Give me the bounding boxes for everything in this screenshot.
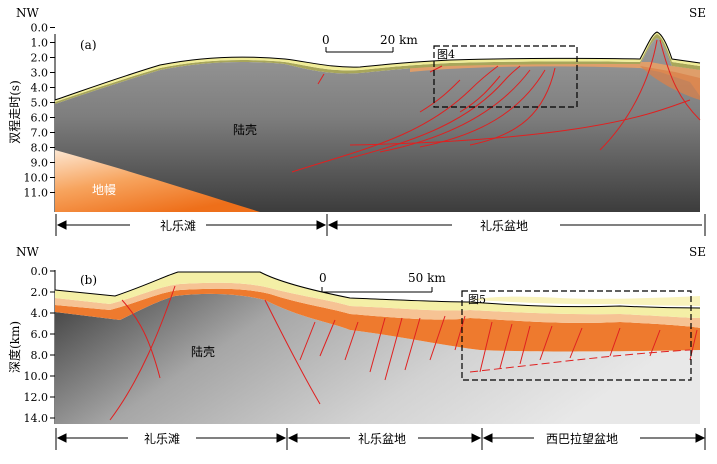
panel-b-right-direction: SE — [689, 245, 706, 259]
panel-b-inset-label: 图5 — [468, 293, 486, 306]
panel-a-y-tick-label: 9.0 — [31, 157, 49, 170]
panel-b-scale-min: 0 — [319, 271, 327, 285]
panel-b-section-lile-basin: 礼乐盆地 — [358, 431, 406, 446]
panel-b-sediment-orange — [55, 288, 700, 352]
panel-a: NW SE 0.0 1.0 2.0 3.0 4.0 5.0 6.0 7.0 8.0 9.0 10.0… — [7, 6, 706, 236]
panel-a-scale-bar: 0 20 km — [322, 33, 418, 53]
panel-b-faults — [109, 285, 698, 421]
panel-b-y-tick-label: 14.0 — [24, 412, 49, 425]
panel-b-y-tick-label: 0.0 — [31, 265, 49, 278]
panel-b-section-lile-bank: 礼乐滩 — [144, 431, 180, 446]
panel-b-scale-bar: 0 50 km — [319, 271, 446, 293]
panel-b-crust-label: 陆壳 — [191, 344, 215, 359]
panel-b-sediment-yellow — [55, 272, 700, 318]
panel-b: NW SE 0.0 2.0 4.0 6.0 8.0 10.0 12.0 14.0 深度(km) — [7, 245, 706, 450]
panel-b-inset-box — [461, 290, 692, 381]
panel-a-scale-min: 0 — [322, 33, 330, 47]
panel-a-y-tick-label: 1.0 — [31, 37, 49, 50]
panel-a-seafloor — [54, 31, 701, 101]
panel-a-left-direction: NW — [16, 6, 40, 20]
panel-a-y-tick-label: 10.0 — [24, 172, 49, 185]
panel-b-y-tick-label: 4.0 — [31, 307, 49, 320]
panel-b-tag: (b) — [80, 273, 97, 287]
panel-b-sediment-upper-se — [470, 296, 700, 306]
panel-a-inset-box — [433, 45, 578, 108]
panel-a-y-tick-label: 3.0 — [31, 67, 49, 80]
panel-b-y-tick-label: 2.0 — [31, 286, 49, 299]
panel-a-mantle-label: 地幔 — [92, 182, 116, 197]
panel-a-inset-label: 图4 — [437, 48, 455, 61]
panel-a-y-tick-label: 2.0 — [31, 52, 49, 65]
panel-a-y-tick-label: 6.0 — [31, 112, 49, 125]
panel-a-y-tick-label: 7.0 — [31, 127, 49, 140]
panel-a-tag: (a) — [80, 38, 97, 52]
panel-a-y-axis-label: 双程走时(s) — [7, 80, 22, 144]
panel-a-y-tick-label: 4.0 — [31, 82, 49, 95]
panel-b-y-tick-label: 8.0 — [31, 349, 49, 362]
panel-b-y-ticks: 0.0 2.0 4.0 6.0 8.0 10.0 12.0 14.0 — [24, 265, 55, 425]
panel-a-y-ticks: 0.0 1.0 2.0 3.0 4.0 5.0 6.0 7.0 8.0 9.0 10.0 11.0 — [24, 22, 55, 200]
panel-a-right-direction: SE — [689, 6, 706, 20]
panel-a-y-tick-label: 8.0 — [31, 142, 49, 155]
panel-a-sediment-olive — [55, 34, 700, 104]
panel-b-y-axis-label: 深度(km) — [7, 321, 22, 373]
panel-a-crust — [55, 38, 700, 212]
panel-a-y-tick-label: 11.0 — [24, 187, 49, 200]
panel-a-section-arrows — [55, 214, 706, 236]
panel-b-scale-max: 50 km — [408, 271, 446, 285]
panel-a-section-lile-basin: 礼乐盆地 — [480, 218, 528, 233]
panel-a-sediment-yellow — [55, 32, 700, 102]
panel-a-y-tick-label: 0.0 — [31, 22, 49, 35]
panel-a-y-tick-label: 5.0 — [31, 97, 49, 110]
panel-b-y-tick-label: 10.0 — [24, 370, 49, 383]
panel-b-sediment-peach — [55, 282, 700, 328]
panel-b-y-tick-label: 12.0 — [24, 391, 49, 404]
panel-b-y-tick-label: 6.0 — [31, 328, 49, 341]
panel-a-faults — [291, 39, 701, 173]
panel-a-scale-max: 20 km — [380, 33, 418, 47]
panel-a-sediment-deep — [640, 66, 700, 100]
panel-b-crust — [55, 293, 700, 424]
panel-a-section-lile-bank: 礼乐滩 — [160, 218, 196, 233]
panel-b-seafloor — [54, 271, 701, 309]
panel-a-crust-label: 陆壳 — [233, 122, 257, 137]
panel-b-section-arrows — [55, 428, 706, 450]
panel-a-mantle — [55, 150, 260, 212]
panel-b-section-west-palawan-basin: 西巴拉望盆地 — [546, 431, 618, 446]
panel-b-left-direction: NW — [16, 245, 40, 259]
